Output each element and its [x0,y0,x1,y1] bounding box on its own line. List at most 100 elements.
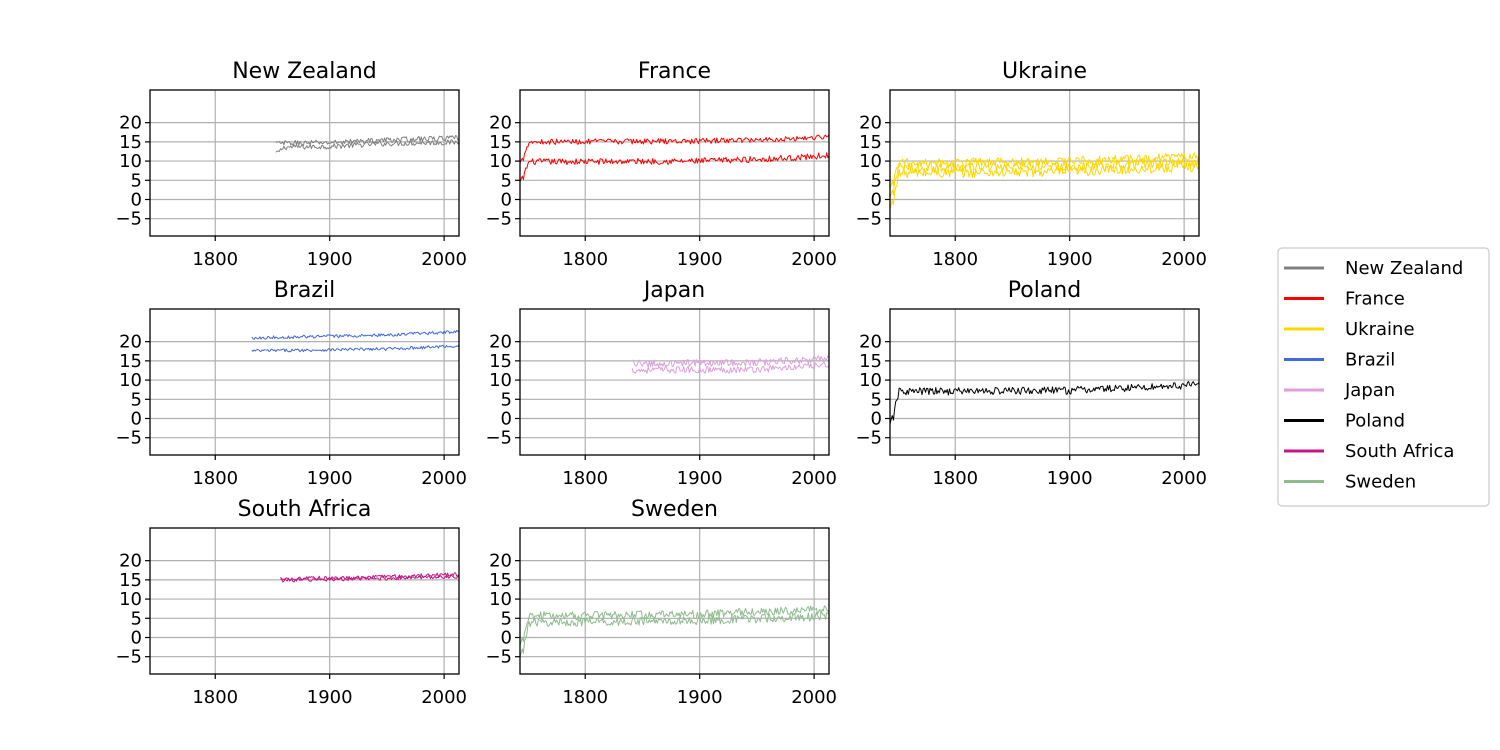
y-tick-label: 0 [501,409,512,430]
legend-label: New Zealand [1345,258,1463,279]
y-tick-label: −5 [485,209,512,230]
y-tick-label: 20 [489,332,512,353]
x-tick-label: 1900 [677,468,723,489]
panel-title: Ukraine [1002,59,1087,84]
x-tick-label: 1800 [562,687,608,708]
y-tick-label: −5 [855,428,882,449]
y-tick-label: 15 [119,570,142,591]
y-tick-label: 20 [859,113,882,134]
x-tick-label: 1800 [932,249,978,270]
panel-title: Brazil [274,278,335,303]
y-tick-label: 15 [489,570,512,591]
series-line [251,344,459,353]
y-tick-label: 20 [489,551,512,572]
x-tick-label: 2000 [1161,468,1207,489]
legend-entry: France [1284,289,1405,310]
legend-label: South Africa [1345,441,1454,462]
series-line [631,355,829,368]
axes-frame [889,89,1200,237]
series-line [275,135,459,147]
legend-label: Japan [1344,380,1395,401]
axes-frame [149,89,460,237]
series-line [275,139,459,153]
series-group [251,329,459,353]
y-tick-label: −5 [855,209,882,230]
series-line [631,362,829,374]
y-tick-label: 0 [871,190,882,211]
axes-frame [519,527,830,675]
x-tick-label: 2000 [421,249,467,270]
x-tick-label: 2000 [791,468,837,489]
y-tick-label: −5 [115,209,142,230]
series-group [520,133,829,183]
legend-entry: Japan [1284,380,1395,401]
y-tick-label: 5 [131,170,142,191]
panel-title: Poland [1008,278,1081,303]
legend-entry: Brazil [1284,350,1395,371]
y-tick-label: 20 [119,113,142,134]
y-tick-label: 20 [119,332,142,353]
y-tick-label: 10 [119,370,142,391]
y-tick-label: 0 [501,190,512,211]
series-group [280,572,459,583]
series-group [890,381,1199,425]
x-tick-label: 1900 [1047,249,1093,270]
y-tick-label: 5 [501,389,512,410]
x-tick-label: 1800 [562,468,608,489]
y-tick-label: 15 [859,132,882,153]
x-tick-label: 1800 [192,687,238,708]
y-tick-label: 0 [131,628,142,649]
y-tick-label: −5 [485,647,512,668]
y-tick-label: −5 [115,647,142,668]
y-tick-label: 10 [859,370,882,391]
series-line [890,152,1199,189]
y-tick-label: 0 [131,190,142,211]
x-tick-label: 2000 [791,249,837,270]
legend-entry: South Africa [1284,441,1454,462]
x-tick-label: 1900 [307,468,353,489]
series-line [251,329,459,340]
panel-title: Japan [642,278,705,303]
series-line [520,605,829,646]
x-tick-label: 1900 [677,249,723,270]
y-tick-label: 10 [489,589,512,610]
legend-entry: Sweden [1284,472,1416,493]
y-tick-label: 20 [489,113,512,134]
legend-label: Sweden [1345,472,1416,493]
series-line [280,572,459,581]
series-line [890,161,1199,210]
axes-frame [519,308,830,456]
x-tick-label: 2000 [791,687,837,708]
legend: New Zealand France Ukraine Brazil Japan Polan… [1277,247,1490,507]
legend-label: Brazil [1345,350,1395,371]
x-tick-label: 2000 [421,687,467,708]
y-tick-label: 20 [859,332,882,353]
y-tick-label: 10 [859,151,882,172]
axes-frame [149,527,460,675]
y-tick-label: 5 [131,608,142,629]
y-tick-label: 20 [119,551,142,572]
legend-label: France [1345,289,1405,310]
panel-title: France [638,59,711,84]
series-group [631,355,829,374]
series-group [275,135,459,153]
y-tick-label: 5 [131,389,142,410]
y-tick-label: 10 [119,151,142,172]
legend-entry: Ukraine [1284,319,1415,340]
legend-label: Ukraine [1345,319,1415,340]
y-tick-label: 5 [501,608,512,629]
y-tick-label: 0 [131,409,142,430]
series-line [520,133,829,164]
y-tick-label: 5 [871,170,882,191]
y-tick-label: 15 [119,132,142,153]
axes-frame [519,89,830,237]
y-tick-label: 15 [859,351,882,372]
